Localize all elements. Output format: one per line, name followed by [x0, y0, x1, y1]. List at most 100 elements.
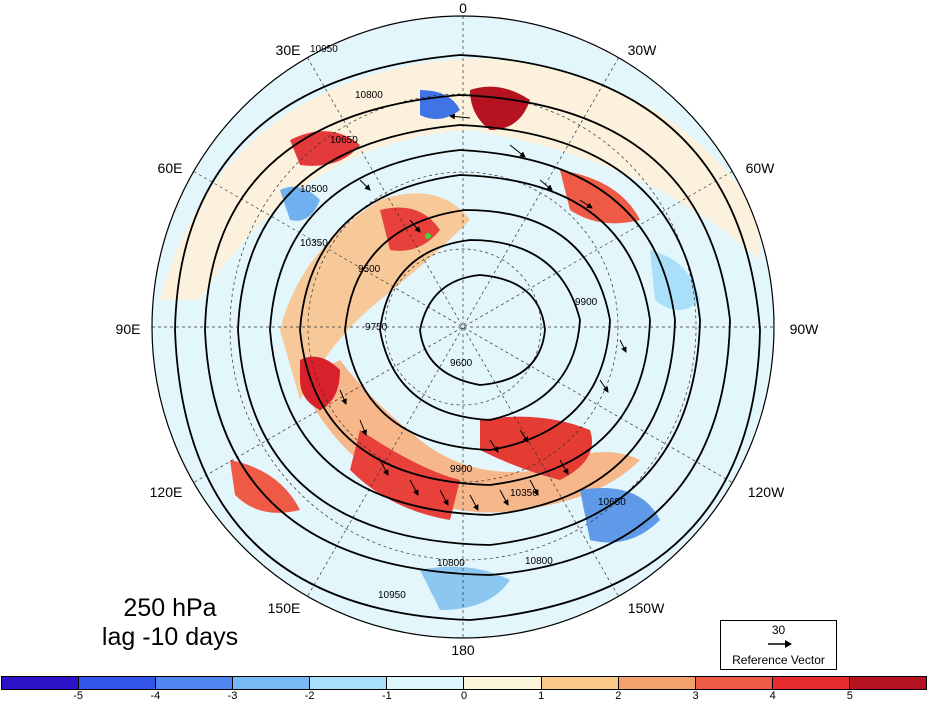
- lon-label-150w: 150W: [627, 600, 665, 616]
- contour-label: 10650: [330, 135, 358, 146]
- contour-label: 10350: [300, 238, 328, 249]
- colorbar-tick-label: 4: [769, 690, 776, 702]
- wind-vector: [379, 459, 389, 476]
- contour-label: 10350: [510, 488, 538, 499]
- wind-vector: [409, 479, 419, 496]
- lon-label-180: 180: [451, 642, 475, 658]
- map-outline: [151, 15, 775, 639]
- contour-label: 10800: [355, 90, 383, 101]
- lon-label-0: 0: [459, 0, 467, 16]
- colorbar-cell: [156, 677, 234, 689]
- height-contours: [174, 54, 761, 621]
- wind-vector: [489, 439, 499, 453]
- colorbar-tick-label: -5: [73, 690, 84, 702]
- contour-label: 10650: [598, 497, 626, 508]
- wind-vector: [499, 489, 509, 506]
- wind-vector: [599, 379, 609, 393]
- contour-label: 10800: [525, 556, 553, 567]
- colorbar-cell: [387, 677, 465, 689]
- colorbar-tick-label: -1: [381, 690, 392, 702]
- wind-vector: [519, 429, 529, 443]
- contour-label: 10950: [378, 590, 406, 601]
- anomaly-patch: [300, 356, 340, 410]
- colorbar-cell: [849, 677, 926, 689]
- reference-arrow-icon: [768, 640, 792, 648]
- wind-vector: [619, 339, 627, 353]
- anomaly-patch: [420, 566, 510, 610]
- anomaly-patch: [380, 207, 440, 251]
- colorbar-cell: [541, 677, 619, 689]
- colorbar-cell: [464, 677, 542, 689]
- contour-10950: [174, 54, 761, 621]
- contour-label: 9750: [365, 322, 388, 333]
- wind-vector: [529, 479, 539, 496]
- colorbar-cell: [233, 677, 311, 689]
- contour-10800: [204, 94, 731, 576]
- colorbar-tick-label: -3: [227, 690, 238, 702]
- contour-label: 9900: [575, 297, 598, 308]
- wind-vector: [559, 459, 569, 475]
- lon-label-120w: 120W: [747, 484, 785, 500]
- anomaly-patch: [160, 58, 760, 300]
- anomaly-patch: [560, 170, 640, 224]
- lon-label-60e: 60E: [157, 160, 183, 176]
- wind-vector: [579, 199, 593, 209]
- contour-labels: 10950 10800 10650 10500 10350 9900 9750 …: [300, 44, 626, 601]
- contour-9600: [419, 274, 546, 386]
- wind-vectors: [339, 113, 627, 511]
- colorbar-cell: [310, 677, 388, 689]
- lon-label-30e: 30E: [275, 42, 301, 58]
- contour-label: 9600: [450, 358, 473, 369]
- wind-vector: [449, 113, 471, 120]
- contour-label: 10800: [437, 558, 465, 569]
- reference-vector-label: Reference Vector: [732, 653, 825, 667]
- colorbar-cell: [772, 677, 850, 689]
- contour-9900: [344, 209, 611, 451]
- colorbar: [1, 676, 927, 690]
- colorbar-tick-label: 5: [846, 690, 853, 702]
- contour-label: 10500: [300, 184, 328, 195]
- wind-vector: [359, 419, 367, 436]
- anomaly-patch: [580, 488, 660, 543]
- contour-label: 10950: [310, 44, 338, 55]
- contour-10650: [237, 124, 701, 546]
- colorbar-cell: [618, 677, 696, 689]
- colorbar-tick-label: 1: [538, 690, 545, 702]
- wind-vector: [469, 494, 479, 511]
- contour-label: 9900: [450, 464, 473, 475]
- wind-vector: [409, 219, 421, 233]
- contour-label: 9500: [358, 264, 381, 275]
- colorbar-tick-label: 2: [615, 690, 622, 702]
- lon-label-60w: 60W: [745, 160, 775, 176]
- lon-label-90e: 90E: [115, 321, 141, 337]
- contour-10500: [269, 149, 676, 516]
- colorbar-cell: [2, 677, 80, 689]
- lon-label-90w: 90W: [789, 321, 819, 337]
- contour-9750: [379, 239, 581, 421]
- plot-title: 250 hPa lag -10 days: [80, 594, 260, 652]
- colorbar-cell: [695, 677, 773, 689]
- anomaly-patch: [350, 430, 460, 520]
- reference-vector-value: 30: [771, 623, 786, 637]
- wind-vector: [339, 389, 347, 405]
- colorbar-tick-label: -2: [304, 690, 315, 702]
- wind-vector: [359, 179, 371, 191]
- colorbar-cell: [79, 677, 157, 689]
- lon-label-150e: 150E: [267, 600, 301, 616]
- contour-10350: [299, 174, 651, 486]
- wind-vector: [439, 489, 449, 506]
- anomaly-patch: [280, 186, 320, 221]
- colorbar-tick-label: 0: [460, 690, 468, 702]
- colorbar-tick-label: -4: [150, 690, 161, 702]
- anomaly-patch: [290, 131, 360, 166]
- reference-vector-box: 30 Reference Vector: [720, 620, 837, 670]
- location-marker: [425, 233, 431, 239]
- title-lag: lag -10 days: [101, 623, 239, 651]
- lon-label-120e: 120E: [149, 484, 183, 500]
- colorbar-tick-label: 3: [692, 690, 699, 702]
- anomaly-patch: [650, 250, 700, 310]
- wind-vector: [539, 179, 553, 191]
- lon-label-30w: 30W: [627, 42, 657, 58]
- wind-vector: [509, 144, 526, 158]
